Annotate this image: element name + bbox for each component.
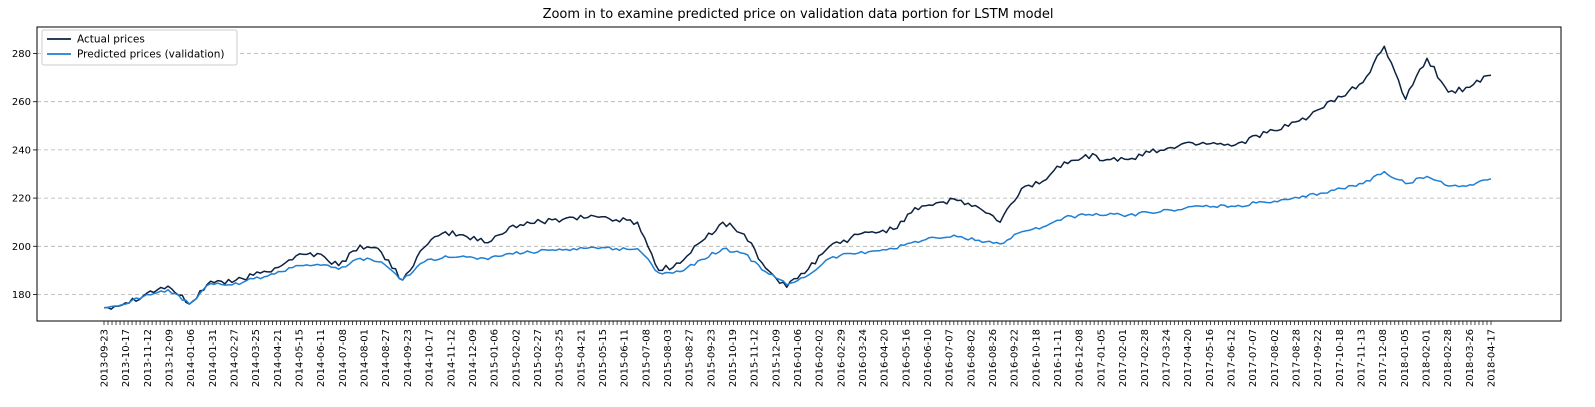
x-axis: 2013-09-23 2013-10-17 2013-11-12 2013-12-09… (100, 321, 1498, 387)
x-tick-label: 2014-06-11 (316, 329, 327, 387)
x-tick-label: 2016-12-08 (1075, 329, 1086, 387)
x-tick-label: 2018-03-26 (1465, 329, 1476, 387)
x-tick-label: 2017-05-16 (1205, 329, 1216, 387)
x-tick-label: 2014-12-09 (468, 329, 479, 387)
x-tick-label: 2014-08-01 (360, 329, 371, 387)
x-tick-label: 2015-12-09 (771, 329, 782, 387)
x-tick-label: 2017-03-24 (1161, 329, 1172, 387)
x-tick-label: 2015-08-27 (685, 329, 696, 387)
x-tick-label: 2017-09-22 (1313, 329, 1324, 387)
x-tick-label: 2018-04-17 (1487, 329, 1498, 387)
x-tick-label: 2017-11-13 (1356, 329, 1367, 387)
x-tick-label: 2016-09-22 (1010, 329, 1021, 387)
x-tick-label: 2017-01-05 (1096, 329, 1107, 387)
x-tick-label: 2016-04-20 (880, 329, 891, 387)
x-tick-label: 2014-01-31 (208, 329, 219, 387)
x-tick-label: 2017-08-02 (1270, 329, 1281, 387)
x-tick-label: 2016-01-06 (793, 329, 804, 387)
y-tick-label: 240 (12, 145, 31, 156)
x-tick-label: 2014-04-21 (273, 329, 284, 387)
x-tick-label: 2016-10-18 (1031, 329, 1042, 387)
series-line-predicted (103, 170, 1492, 309)
x-tick-label: 2016-08-26 (988, 329, 999, 387)
legend-label: Predicted prices (validation) (77, 49, 224, 61)
x-tick-label: 2014-07-08 (338, 329, 349, 387)
x-tick-label: 2017-02-28 (1140, 329, 1151, 387)
x-tick-label: 2015-06-11 (620, 329, 631, 387)
x-tick-label: 2015-02-27 (533, 329, 544, 387)
x-tick-label: 2015-10-19 (728, 329, 739, 387)
x-tick-label: 2013-11-12 (143, 329, 154, 387)
x-tick-label: 2013-09-23 (100, 329, 111, 387)
x-tick-label: 2017-07-07 (1248, 329, 1259, 387)
x-tick-label: 2014-10-17 (425, 329, 436, 387)
x-tick-label: 2014-02-27 (230, 329, 241, 387)
x-tick-label: 2016-11-11 (1053, 329, 1064, 387)
x-tick-label: 2013-12-09 (165, 329, 176, 387)
x-tick-label: 2016-03-24 (858, 329, 869, 387)
grid-layer (37, 53, 1561, 295)
y-axis: 180 200 220 240 260 280 (12, 49, 37, 301)
plot-frame (36, 26, 1562, 322)
x-tick-label: 2017-10-18 (1335, 329, 1346, 387)
y-tick-label: 220 (12, 194, 31, 205)
x-tick-label: 2018-02-28 (1443, 329, 1454, 387)
x-tick-label: 2017-06-12 (1226, 329, 1237, 387)
x-tick-label: 2014-01-06 (186, 329, 197, 387)
y-tick-label: 180 (12, 290, 31, 301)
series-layer (103, 45, 1492, 310)
x-tick-label: 2014-08-27 (381, 329, 392, 387)
x-tick-label: 2013-10-17 (121, 329, 132, 387)
x-tick-label: 2017-12-08 (1378, 329, 1389, 387)
y-tick-label: 260 (12, 97, 31, 108)
x-tick-label: 2015-04-21 (576, 329, 587, 387)
x-tick-label: 2015-03-25 (555, 329, 566, 387)
x-tick-label: 2014-03-25 (251, 329, 262, 387)
legend-label: Actual prices (77, 34, 145, 46)
x-tick-label: 2014-09-23 (403, 329, 414, 387)
x-tick-label: 2017-04-20 (1183, 329, 1194, 387)
x-tick-label: 2016-05-16 (901, 329, 912, 387)
x-tick-label: 2018-02-01 (1421, 329, 1432, 387)
x-tick-label: 2015-02-02 (511, 329, 522, 387)
series-line-actual (103, 45, 1492, 310)
x-tick-label: 2014-11-12 (446, 329, 457, 387)
x-tick-label: 2016-08-02 (966, 329, 977, 387)
x-tick-label: 2015-11-12 (750, 329, 761, 387)
x-tick-label: 2016-02-02 (815, 329, 826, 387)
x-tick-label: 2016-07-07 (945, 329, 956, 387)
x-tick-label: 2016-06-10 (923, 329, 934, 387)
x-tick-label: 2015-05-15 (598, 329, 609, 387)
x-tick-label: 2014-05-15 (295, 329, 306, 387)
legend-box (41, 29, 238, 66)
x-tick-label: 2015-01-06 (490, 329, 501, 387)
x-tick-label: 2016-02-29 (836, 329, 847, 387)
x-tick-label: 2015-07-08 (641, 329, 652, 387)
x-tick-label: 2015-09-23 (706, 329, 717, 387)
x-tick-label: 2015-08-03 (663, 329, 674, 387)
y-tick-label: 200 (12, 242, 31, 253)
legend: Actual prices Predicted prices (validatio… (41, 29, 238, 66)
x-tick-label: 2017-02-01 (1118, 329, 1129, 387)
x-tick-label: 2018-01-05 (1400, 329, 1411, 387)
y-tick-label: 280 (12, 49, 31, 60)
chart-title: Zoom in to examine predicted price on va… (543, 7, 1054, 22)
x-tick-label: 2017-08-28 (1291, 329, 1302, 387)
